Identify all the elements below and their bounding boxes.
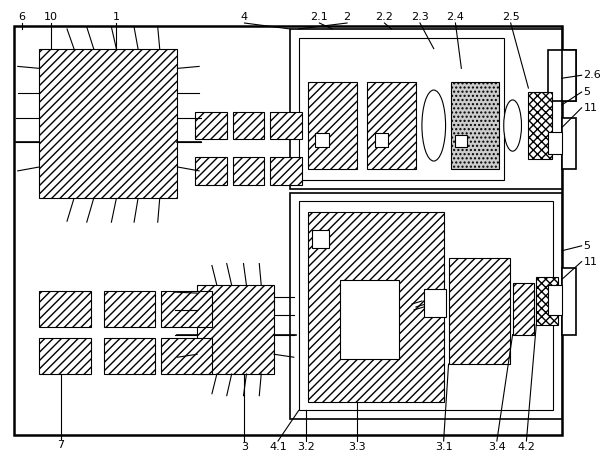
Bar: [374, 133, 388, 147]
Text: 5: 5: [583, 87, 591, 97]
Bar: [536, 277, 558, 325]
Text: 11: 11: [583, 257, 598, 267]
Bar: [456, 136, 467, 147]
Bar: [104, 338, 155, 374]
Text: 2.4: 2.4: [447, 12, 464, 22]
Bar: [195, 112, 227, 139]
Bar: [270, 112, 302, 139]
Bar: [452, 82, 499, 169]
Text: 3.3: 3.3: [348, 442, 365, 452]
Bar: [529, 92, 552, 159]
Bar: [104, 291, 155, 327]
Bar: [161, 291, 212, 327]
Text: 3.2: 3.2: [297, 442, 314, 452]
Text: 2.5: 2.5: [502, 12, 520, 22]
Bar: [40, 338, 91, 374]
Text: 1: 1: [113, 12, 120, 22]
Text: 2: 2: [344, 12, 350, 22]
Text: 3.1: 3.1: [435, 442, 453, 452]
Text: 4: 4: [241, 12, 248, 22]
Bar: [270, 157, 302, 185]
Bar: [299, 38, 504, 180]
Bar: [548, 285, 562, 315]
Bar: [367, 82, 416, 169]
Bar: [40, 48, 178, 199]
Text: 2.6: 2.6: [583, 70, 601, 80]
Bar: [311, 230, 329, 248]
Bar: [448, 258, 510, 364]
Text: 6: 6: [18, 12, 25, 22]
Bar: [513, 283, 535, 335]
Bar: [14, 26, 562, 435]
Ellipse shape: [504, 100, 521, 151]
Text: 3.4: 3.4: [488, 442, 506, 452]
Text: 7: 7: [58, 440, 64, 450]
Bar: [299, 201, 553, 411]
Text: 4.2: 4.2: [518, 442, 535, 452]
Bar: [197, 285, 274, 374]
Bar: [195, 157, 227, 185]
Bar: [548, 50, 576, 101]
Bar: [290, 29, 562, 189]
Bar: [548, 132, 562, 154]
Text: 11: 11: [583, 103, 598, 113]
Ellipse shape: [422, 90, 445, 161]
Bar: [562, 267, 576, 335]
Text: 10: 10: [45, 12, 58, 22]
Bar: [562, 50, 576, 101]
Bar: [315, 133, 329, 147]
Text: 2.2: 2.2: [376, 12, 393, 22]
Bar: [232, 112, 264, 139]
Text: 4.1: 4.1: [269, 442, 287, 452]
Bar: [308, 82, 357, 169]
Bar: [308, 212, 444, 402]
Bar: [232, 157, 264, 185]
Text: 2.1: 2.1: [311, 12, 328, 22]
Bar: [40, 291, 91, 327]
Bar: [161, 338, 212, 374]
Bar: [562, 117, 576, 169]
Bar: [290, 192, 562, 419]
Bar: [340, 281, 399, 359]
Text: 2.3: 2.3: [411, 12, 429, 22]
Bar: [424, 289, 445, 317]
Text: 5: 5: [583, 241, 591, 251]
Text: 3: 3: [241, 442, 248, 452]
